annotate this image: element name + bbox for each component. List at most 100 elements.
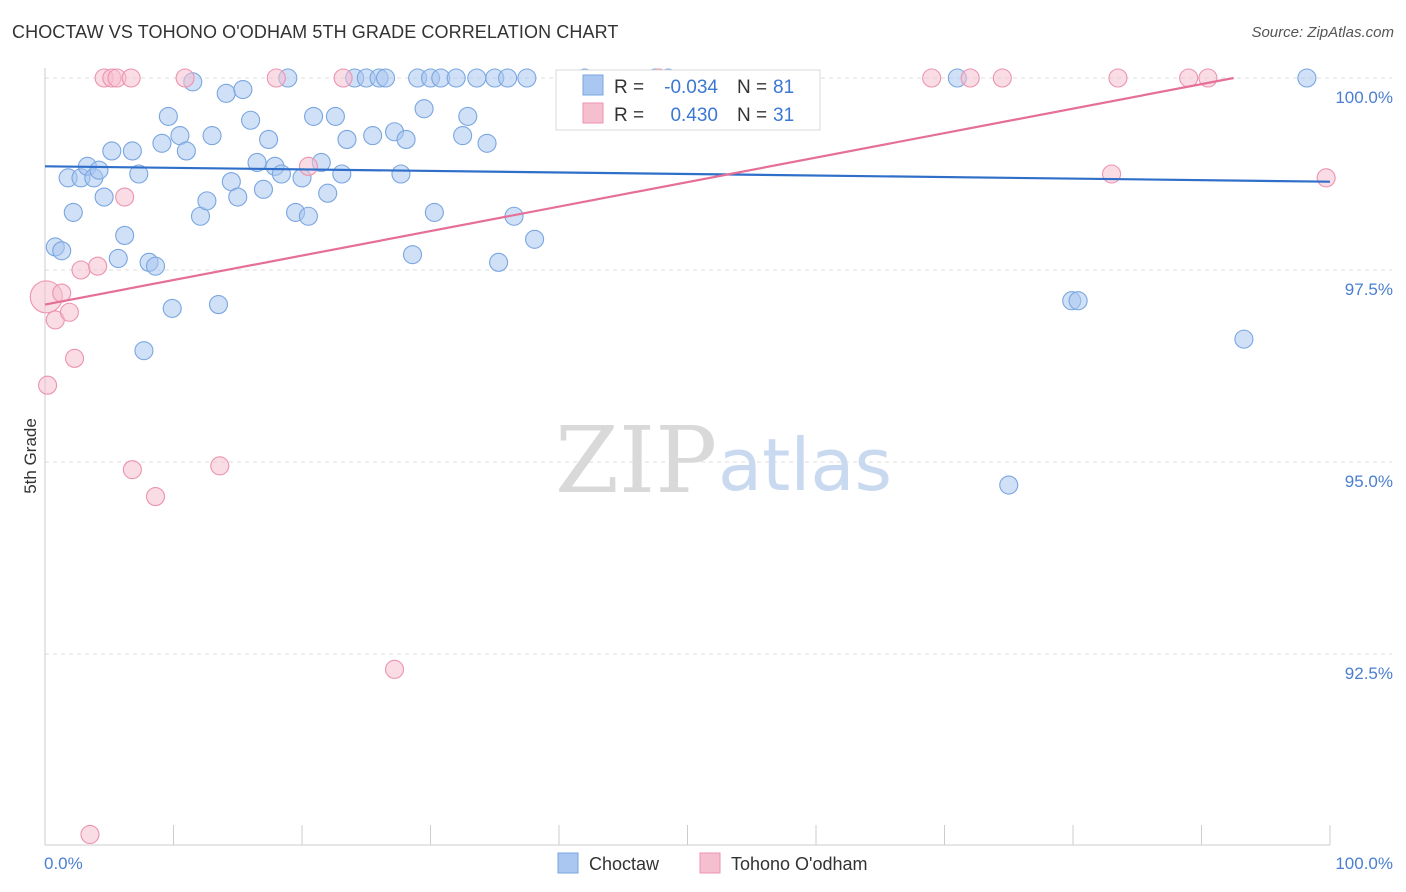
tohono-point [1102,164,1122,184]
tohono-point [266,68,286,88]
tohono-point [960,68,980,88]
choctaw-point [446,68,466,88]
choctaw-point [253,179,274,199]
choctaw-point [375,68,396,88]
choctaw-point [298,206,318,226]
choctaw-point [332,164,352,184]
tohono-trend-line [44,76,1234,306]
choctaw-point [216,83,236,103]
choctaw-point [318,183,338,203]
bottom-legend-label-choctaw: Choctaw [589,854,660,874]
choctaw-point [1234,329,1254,349]
stats-legend: R = -0.034 N = 81 R = 0.430 N = 31 [555,69,821,131]
y-axis-title: 5th Grade [21,418,40,494]
tohono-point [1108,68,1128,88]
choctaw-point [233,79,253,100]
tohono-point [210,456,230,476]
choctaw-point [94,187,114,207]
y-tick-label: 95.0% [1345,472,1393,491]
legend-swatch-choctaw [582,74,604,96]
source-label: Source: ZipAtlas.com [1251,24,1394,41]
legend-n-label-tohono: N = [737,105,767,126]
choctaw-point [402,245,423,265]
choctaw-point [197,191,217,211]
tohono-point [922,68,942,88]
choctaw-point [458,106,478,126]
legend-r-label-choctaw: R = [614,77,644,98]
tohono-point [65,348,85,368]
choctaw-point [525,229,545,249]
choctaw-point [134,341,154,361]
choctaw-point [152,133,172,153]
choctaw-point [122,141,142,161]
bottom-legend-label-tohono: Tohono O'odham [731,854,868,874]
choctaw-point [467,68,487,88]
choctaw-point [145,256,166,276]
tohono-point [71,260,91,280]
choctaw-point [325,106,345,126]
tohono-point [122,460,142,480]
choctaw-point [337,129,357,149]
choctaw-point [247,152,267,173]
watermark-atlas: atlas [718,423,892,507]
choctaw-point [208,295,229,315]
choctaw-point [129,164,149,184]
choctaw-point [1068,291,1088,311]
choctaw-point [999,475,1019,495]
y-tick-label: 92.5% [1345,664,1393,683]
tohono-point [38,375,58,395]
choctaw-point [517,68,537,88]
chart-title: CHOCTAW VS TOHONO O'ODHAM 5TH GRADE CORR… [12,22,619,42]
choctaw-point [391,164,411,184]
watermark-zip: ZIP [555,407,717,514]
bottom-legend-swatch-tohono [699,852,721,874]
choctaw-point [477,133,497,153]
choctaw-point [115,225,135,245]
tohono-point [333,68,353,88]
tohono-point [145,487,166,507]
choctaw-point [363,126,383,146]
choctaw-point [414,99,434,119]
legend-r-label-tohono: R = [614,105,644,126]
choctaw-point [108,248,128,269]
choctaw-point [304,106,324,126]
choctaw-point [489,252,509,272]
tohono-point [59,302,79,322]
x-tick-label-min: 0.0% [44,854,83,873]
legend-n-label-choctaw: N = [737,77,767,98]
choctaw-point [63,202,83,222]
choctaw-point [89,160,109,180]
choctaw-point [424,202,444,222]
y-tick-label: 100.0% [1335,88,1393,107]
choctaw-point [453,126,473,146]
tohono-point [80,824,100,845]
choctaw-point [228,187,248,207]
choctaw-point [52,241,72,261]
legend-r-value-choctaw: -0.034 [664,77,718,98]
choctaw-point [102,141,122,161]
tohono-point [115,187,135,207]
legend-r-value-tohono: 0.430 [670,105,718,126]
bottom-legend-swatch-choctaw [557,852,579,874]
tohono-point [88,256,108,276]
x-tick-label-max: 100.0% [1335,854,1393,873]
tohono-point [121,68,141,88]
tohono-point [384,659,405,679]
legend-n-value-tohono: 31 [773,105,794,126]
choctaw-point [259,129,279,149]
grid-layer [45,77,1392,655]
tohono-point [992,68,1012,88]
choctaw-trend-line [44,165,1331,183]
choctaw-point [202,126,222,146]
tohono-point [298,156,318,176]
legend-n-value-choctaw: 81 [773,77,794,98]
legend-swatch-tohono [582,102,604,124]
choctaw-point [271,164,291,184]
choctaw-point [1297,68,1317,88]
choctaw-point [396,129,416,149]
choctaw-point [162,298,182,318]
choctaw-point [241,110,261,130]
choctaw-point [158,106,178,126]
bottom-legend: Choctaw Tohono O'odham [557,852,868,874]
